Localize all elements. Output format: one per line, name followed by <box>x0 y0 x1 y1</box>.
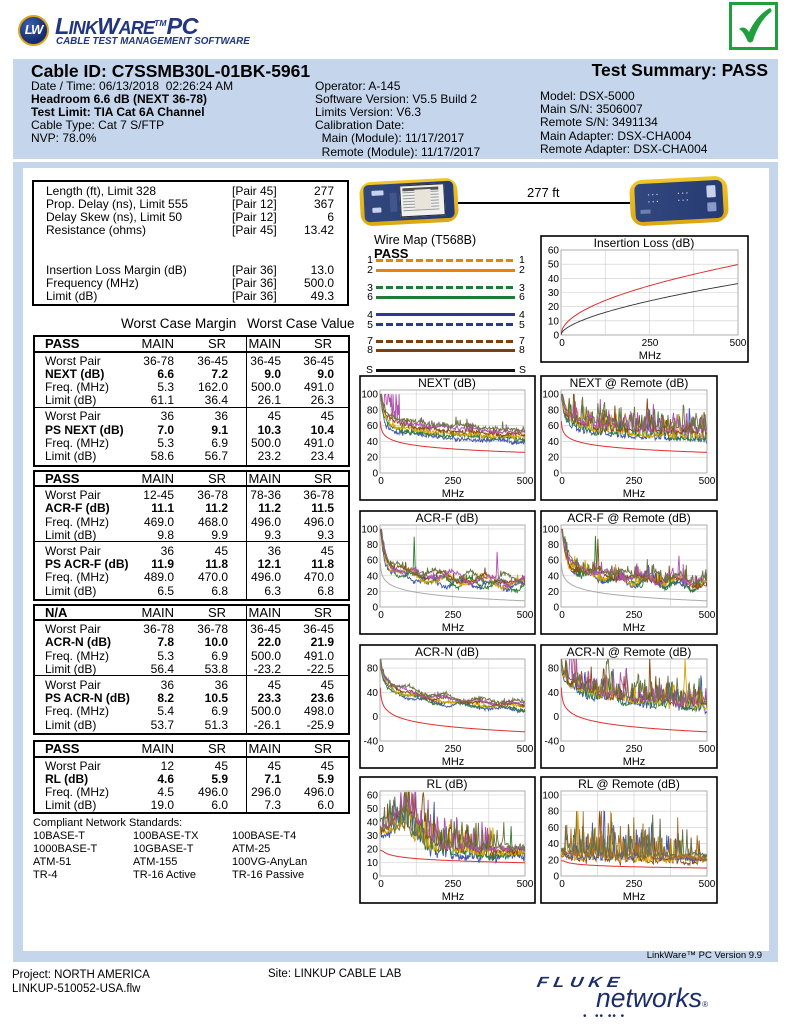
svg-text:60: 60 <box>367 421 379 432</box>
svg-text:100: 100 <box>361 524 378 535</box>
svg-text:ACR-F @ Remote (dB): ACR-F @ Remote (dB) <box>567 511 691 525</box>
svg-text:80: 80 <box>367 405 379 416</box>
svg-text:40: 40 <box>367 571 379 582</box>
svg-text:MHz: MHz <box>623 891 646 903</box>
svg-text:80: 80 <box>548 540 560 551</box>
svg-text:40: 40 <box>548 839 560 850</box>
svg-text:ACR-N (dB): ACR-N (dB) <box>415 645 479 659</box>
svg-text:20: 20 <box>548 855 560 866</box>
svg-text:500: 500 <box>517 744 534 755</box>
svg-text:50: 50 <box>367 804 379 815</box>
svg-text:0: 0 <box>378 610 384 621</box>
svg-text:500: 500 <box>699 744 716 755</box>
svg-text:MHz: MHz <box>442 756 465 768</box>
svg-text:500: 500 <box>699 476 716 487</box>
svg-text:40: 40 <box>367 437 379 448</box>
svg-text:10: 10 <box>367 858 379 869</box>
svg-text:0: 0 <box>559 610 565 621</box>
svg-text:500: 500 <box>517 610 534 621</box>
svg-text:0: 0 <box>553 331 559 342</box>
svg-text:20: 20 <box>367 453 379 464</box>
svg-text:40: 40 <box>367 688 379 699</box>
svg-text:20: 20 <box>548 453 560 464</box>
svg-text:0: 0 <box>372 603 378 614</box>
svg-text:250: 250 <box>445 610 462 621</box>
svg-text:0: 0 <box>378 879 384 890</box>
svg-text:250: 250 <box>445 744 462 755</box>
svg-text:0: 0 <box>553 872 559 883</box>
svg-text:250: 250 <box>626 610 643 621</box>
svg-text:Insertion Loss (dB): Insertion Loss (dB) <box>594 236 695 250</box>
svg-text:0: 0 <box>553 603 559 614</box>
svg-text:60: 60 <box>548 556 560 567</box>
svg-text:MHz: MHz <box>623 488 646 500</box>
svg-text:40: 40 <box>548 688 560 699</box>
svg-text:0: 0 <box>372 712 378 723</box>
svg-text:0: 0 <box>553 469 559 480</box>
svg-text:0: 0 <box>372 872 378 883</box>
svg-text:20: 20 <box>367 845 379 856</box>
svg-text:0: 0 <box>559 879 565 890</box>
svg-text:ACR-F (dB): ACR-F (dB) <box>416 511 479 525</box>
svg-text:0: 0 <box>378 744 384 755</box>
svg-text:100: 100 <box>542 524 559 535</box>
svg-text:100: 100 <box>542 791 559 802</box>
svg-text:30: 30 <box>367 831 379 842</box>
svg-text:60: 60 <box>548 421 560 432</box>
svg-text:NEXT @ Remote (dB): NEXT @ Remote (dB) <box>570 376 689 390</box>
svg-text:500: 500 <box>699 879 716 890</box>
svg-text:100: 100 <box>361 390 378 401</box>
svg-text:20: 20 <box>548 587 560 598</box>
svg-text:10: 10 <box>548 316 560 327</box>
svg-text:ACR-N @ Remote (dB): ACR-N @ Remote (dB) <box>567 645 692 659</box>
svg-text:40: 40 <box>548 437 560 448</box>
svg-text:500: 500 <box>730 338 747 349</box>
svg-text:500: 500 <box>699 610 716 621</box>
svg-text:0: 0 <box>559 744 565 755</box>
svg-text:500: 500 <box>517 476 534 487</box>
svg-text:MHz: MHz <box>442 891 465 903</box>
svg-text:250: 250 <box>626 476 643 487</box>
svg-text:20: 20 <box>548 302 560 313</box>
svg-text:0: 0 <box>559 476 565 487</box>
svg-text:60: 60 <box>548 823 560 834</box>
svg-text:MHz: MHz <box>639 350 662 362</box>
svg-text:30: 30 <box>548 288 560 299</box>
svg-text:-40: -40 <box>545 737 560 748</box>
svg-text:250: 250 <box>642 338 659 349</box>
svg-text:250: 250 <box>626 744 643 755</box>
svg-text:40: 40 <box>548 571 560 582</box>
svg-text:40: 40 <box>548 274 560 285</box>
svg-text:RL (dB): RL (dB) <box>427 777 468 791</box>
svg-text:80: 80 <box>367 540 379 551</box>
svg-text:100: 100 <box>542 390 559 401</box>
svg-text:80: 80 <box>548 405 560 416</box>
svg-text:MHz: MHz <box>442 622 465 634</box>
svg-text:20: 20 <box>367 587 379 598</box>
svg-text:80: 80 <box>367 664 379 675</box>
svg-text:50: 50 <box>548 260 560 271</box>
svg-text:80: 80 <box>548 664 560 675</box>
svg-text:60: 60 <box>548 246 560 257</box>
svg-text:80: 80 <box>548 807 560 818</box>
svg-text:0: 0 <box>559 338 565 349</box>
svg-text:MHz: MHz <box>623 756 646 768</box>
svg-text:MHz: MHz <box>623 622 646 634</box>
svg-text:500: 500 <box>517 879 534 890</box>
svg-text:RL @ Remote (dB): RL @ Remote (dB) <box>578 777 680 791</box>
svg-text:40: 40 <box>367 818 379 829</box>
svg-text:MHz: MHz <box>442 488 465 500</box>
svg-text:250: 250 <box>626 879 643 890</box>
svg-text:-40: -40 <box>364 737 379 748</box>
svg-text:60: 60 <box>367 556 379 567</box>
svg-text:NEXT (dB): NEXT (dB) <box>418 376 476 390</box>
svg-text:0: 0 <box>378 476 384 487</box>
svg-text:0: 0 <box>553 712 559 723</box>
svg-text:250: 250 <box>445 879 462 890</box>
svg-text:0: 0 <box>372 469 378 480</box>
svg-text:250: 250 <box>445 476 462 487</box>
svg-text:60: 60 <box>367 791 379 802</box>
